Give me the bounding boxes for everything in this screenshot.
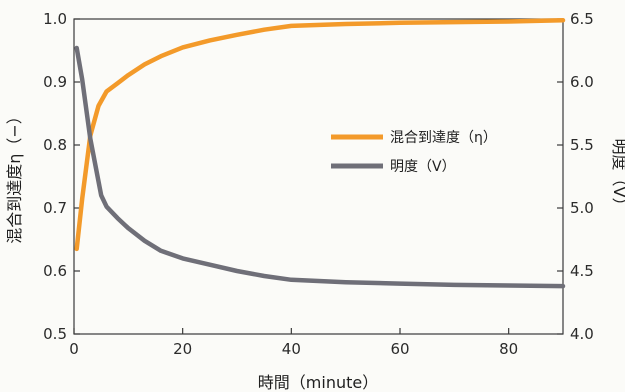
y-left-tick-label: 0.9	[43, 73, 67, 91]
y-left-tick-label: 0.7	[43, 199, 67, 217]
y-left-axis-label: 混合到達度η（−）	[5, 108, 24, 244]
plot-frame	[73, 18, 564, 335]
legend: 混合到達度（η） 明度（V）	[331, 130, 497, 175]
y-right-tick-label: 6.0	[570, 73, 594, 91]
y-left-tick-label: 0.5	[43, 325, 67, 343]
y-left-tick-label: 0.6	[43, 262, 67, 280]
x-tick-label: 0	[69, 340, 79, 358]
y-right-tick-label: 4.5	[570, 262, 594, 280]
x-tick-label: 60	[390, 340, 409, 358]
ticks-layer: 0 20 40 60 80 0.5 0.6 0.7 0.8 0.9 1.0 4.0 4.5 5.0 5.5 6…	[43, 10, 594, 358]
y-right-tick-label: 4.0	[570, 325, 594, 343]
legend-label-mixing-degree: 混合到達度（η）	[390, 130, 497, 146]
y-right-tick-label: 6.5	[570, 10, 594, 28]
series-line-mixing-degree	[74, 18, 566, 252]
y-right-tick-label: 5.5	[570, 136, 594, 154]
y-left-tick-label: 0.8	[43, 136, 67, 154]
series-layer	[74, 18, 566, 289]
x-tick-label: 20	[173, 340, 192, 358]
x-tick-label: 40	[282, 340, 301, 358]
y-left-tick-label: 1.0	[43, 10, 67, 28]
y-right-axis-label: 明度（V）	[610, 139, 625, 214]
legend-label-brightness: 明度（V）	[390, 159, 456, 175]
x-tick-label: 80	[499, 340, 518, 358]
series-line-brightness	[74, 45, 566, 289]
x-axis-label: 時間（minute）	[258, 373, 378, 392]
y-right-tick-label: 5.0	[570, 199, 594, 217]
